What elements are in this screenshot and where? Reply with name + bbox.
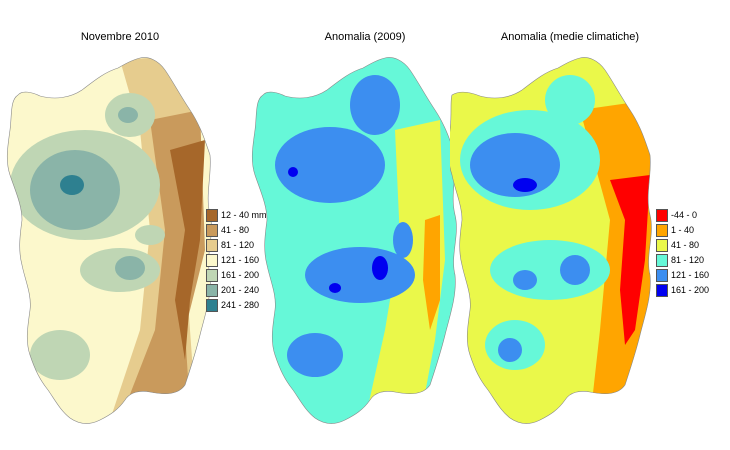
map-panel-november-2010: Novembre 2010 12 - 40 mm 41 - 80 81 - 120 1… [0, 0, 267, 450]
legend-swatch [656, 254, 668, 267]
legend-label: 241 - 280 [221, 300, 260, 310]
precipitation-map [6, 57, 212, 425]
legend-swatch [656, 209, 668, 222]
legend-label: 121 - 160 [221, 255, 260, 265]
map-panel-anomalia-2009: Anomalia (2009) [245, 0, 485, 450]
legend-label: 81 - 120 [221, 240, 255, 250]
legend-swatch [206, 254, 218, 267]
legend-label: 81 - 120 [671, 255, 705, 265]
legend-label: 121 - 160 [671, 270, 710, 280]
legend-swatch [206, 224, 218, 237]
map-panel-anomalia-medie: Anomalia (medie climatiche) -44 - 0 1 - 4… [450, 0, 730, 450]
legend-swatch [206, 239, 218, 252]
legend-swatch [656, 269, 668, 282]
map-title: Anomalia (medie climatiche) [500, 31, 640, 43]
legend-label: 161 - 200 [671, 285, 710, 295]
legend-label: 201 - 240 [221, 285, 260, 295]
legend-label: 41 - 80 [221, 225, 250, 235]
legend-swatch [656, 239, 668, 252]
legend-label: -44 - 0 [671, 210, 698, 220]
legend-swatch [206, 269, 218, 282]
legend-label: 1 - 40 [671, 225, 695, 235]
map-title: Novembre 2010 [80, 31, 160, 43]
legend-label: 41 - 80 [671, 240, 700, 250]
legend-swatch [656, 284, 668, 297]
legend-label: 12 - 40 mm [221, 210, 267, 220]
legend-swatch [206, 209, 218, 222]
legend-label: 161 - 200 [221, 270, 260, 280]
legend-swatch [206, 284, 218, 297]
map-title: Anomalia (2009) [324, 31, 406, 43]
legend-swatch [656, 224, 668, 237]
anomaly-2009-map [251, 57, 457, 425]
anomaly-climate-map [450, 57, 652, 425]
legend-swatch [206, 299, 218, 312]
